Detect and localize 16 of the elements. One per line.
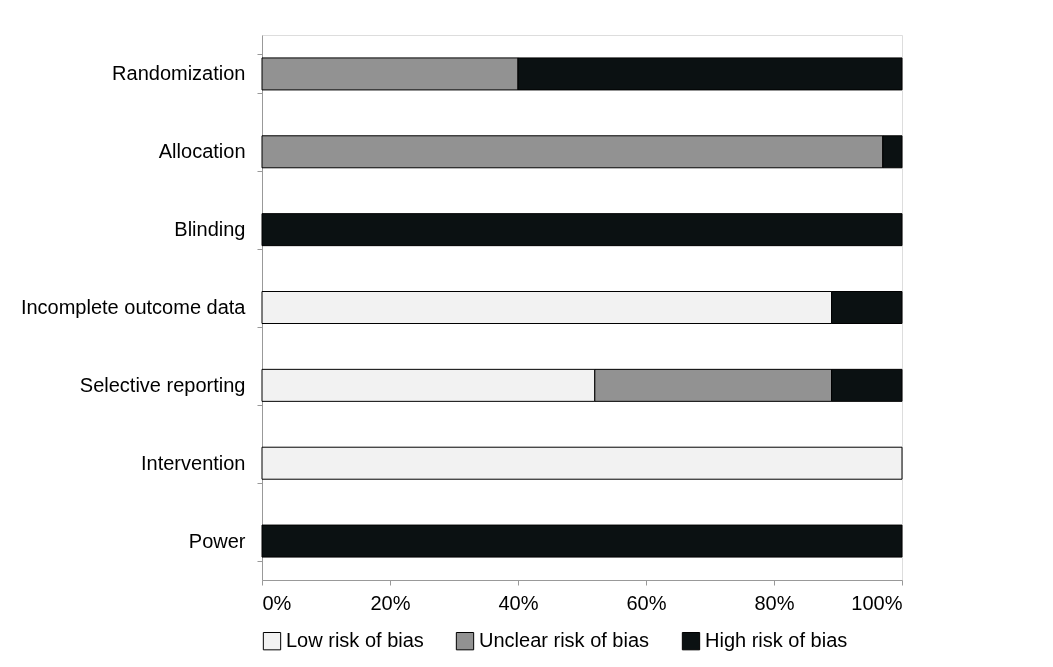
- legend-label: Unclear risk of bias: [479, 629, 650, 652]
- y-tick-label: Allocation: [158, 140, 246, 163]
- y-tick-label: Randomization: [112, 62, 246, 85]
- y-tick-label: Power: [188, 529, 246, 552]
- legend-label: High risk of bias: [705, 629, 848, 652]
- y-tick-label: Blinding: [174, 218, 246, 241]
- legend-label: Low risk of bias: [286, 629, 424, 652]
- x-tick-label: 20%: [370, 591, 411, 614]
- x-tick-label: 40%: [498, 591, 539, 614]
- x-tick-label: 80%: [754, 591, 795, 614]
- x-tick-label: 60%: [626, 591, 667, 614]
- y-tick-label: Intervention: [140, 451, 246, 474]
- y-tick-label: Incomplete outcome data: [20, 296, 247, 318]
- x-tick-label: 0%: [262, 591, 292, 614]
- y-tick-label: Selective reporting: [79, 373, 246, 396]
- x-tick-label: 100%: [851, 591, 903, 614]
